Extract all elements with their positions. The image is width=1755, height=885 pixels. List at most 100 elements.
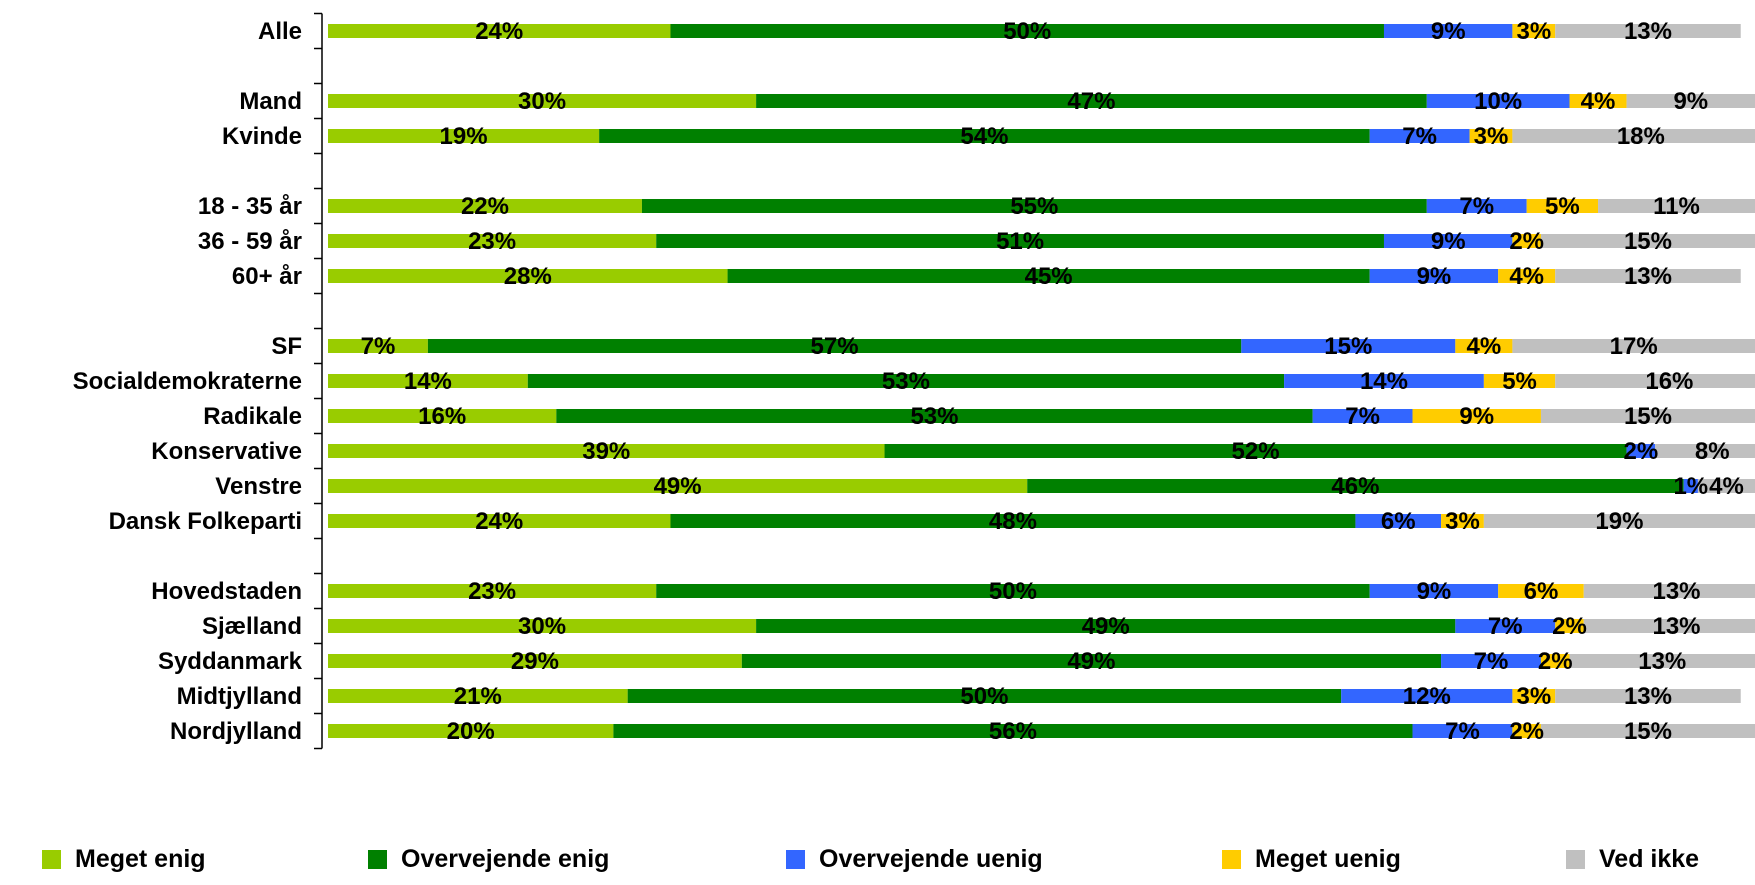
value-label-overvejende-enig-alle: 50% <box>1003 18 1051 45</box>
category-label-mand: Mand <box>239 88 302 115</box>
value-label-ved-ikke-nordjylland: 15% <box>1624 718 1672 745</box>
bar-overvejende-enig-radikale <box>556 409 1313 423</box>
bar-meget-uenig-sf <box>1455 339 1513 353</box>
bar-meget-enig-60-år <box>328 269 728 283</box>
bar-meget-enig-venstre <box>328 479 1028 493</box>
bar-meget-enig-dansk-folkeparti <box>328 514 671 528</box>
legend-item-overvejende-uenig: Overvejende uenig <box>786 845 1043 874</box>
bar-ved-ikke-radikale <box>1540 409 1755 423</box>
bar-overvejende-uenig-18-35-år <box>1426 199 1527 213</box>
bar-ved-ikke-60-år <box>1555 269 1741 283</box>
bar-meget-enig-nordjylland <box>328 724 614 738</box>
value-label-meget-uenig-radikale: 9% <box>1459 403 1494 430</box>
bar-meget-uenig-60-år <box>1498 269 1556 283</box>
value-label-meget-uenig-60-år: 4% <box>1509 263 1544 290</box>
category-axis <box>314 12 323 750</box>
bar-meget-enig-sjælland <box>328 619 757 633</box>
value-label-meget-enig-60-år: 28% <box>504 263 552 290</box>
bar-meget-enig-kvinde <box>328 129 600 143</box>
value-label-overvejende-enig-syddanmark: 49% <box>1067 648 1115 675</box>
bar-ved-ikke-socialdemokraterne <box>1555 374 1755 388</box>
value-label-ved-ikke-dansk-folkeparti: 19% <box>1595 508 1643 535</box>
value-label-ved-ikke-midtjylland: 13% <box>1624 683 1672 710</box>
legend-swatch <box>368 850 387 869</box>
value-label-overvejende-uenig-venstre: 1% <box>1673 473 1708 500</box>
value-label-ved-ikke-socialdemokraterne: 16% <box>1645 368 1693 395</box>
bar-meget-uenig-nordjylland <box>1512 724 1541 738</box>
bar-ved-ikke-alle <box>1555 24 1741 38</box>
value-label-overvejende-enig-radikale: 53% <box>910 403 958 430</box>
value-label-meget-uenig-alle: 3% <box>1516 18 1551 45</box>
category-labels: Alle Mand Kvinde 18 - 35 år 36 - 59 år 60+ år… <box>73 18 303 745</box>
value-label-meget-enig-kvinde: 19% <box>440 123 488 150</box>
value-label-overvejende-enig-nordjylland: 56% <box>989 718 1037 745</box>
bar-meget-uenig-36-59-år <box>1512 234 1541 248</box>
bar-ved-ikke-sjælland <box>1583 619 1755 633</box>
bar-meget-enig-mand <box>328 94 757 108</box>
bar-meget-uenig-18-35-år <box>1526 199 1599 213</box>
category-label-18-35-år: 18 - 35 år <box>198 193 302 220</box>
category-label-syddanmark: Syddanmark <box>158 648 303 675</box>
bar-meget-enig-18-35-år <box>328 199 642 213</box>
value-label-overvejende-enig-hovedstaden: 50% <box>989 578 1037 605</box>
bar-meget-uenig-mand <box>1569 94 1627 108</box>
value-label-ved-ikke-60-år: 13% <box>1624 263 1672 290</box>
legend-label: Ved ikke <box>1599 845 1700 873</box>
bar-overvejende-enig-sf <box>427 339 1242 353</box>
bar-overvejende-uenig-radikale <box>1312 409 1413 423</box>
value-label-meget-enig-sjælland: 30% <box>518 613 566 640</box>
bar-meget-enig-syddanmark <box>328 654 742 668</box>
bar-overvejende-uenig-mand <box>1426 94 1570 108</box>
value-label-meget-enig-mand: 30% <box>518 88 566 115</box>
bar-meget-uenig-syddanmark <box>1540 654 1570 668</box>
bar-overvejende-enig-hovedstaden <box>656 584 1370 598</box>
bar-overvejende-uenig-sf <box>1241 339 1456 353</box>
category-label-radikale: Radikale <box>203 403 302 430</box>
value-label-overvejende-enig-kvinde: 54% <box>960 123 1008 150</box>
value-label-overvejende-uenig-sjælland: 7% <box>1488 613 1523 640</box>
value-label-meget-enig-18-35-år: 22% <box>461 193 509 220</box>
value-label-meget-uenig-sf: 4% <box>1467 333 1502 360</box>
legend-swatch <box>1566 850 1585 869</box>
bar-overvejende-enig-syddanmark <box>741 654 1442 668</box>
value-label-overvejende-enig-dansk-folkeparti: 48% <box>989 508 1037 535</box>
value-label-ved-ikke-radikale: 15% <box>1624 403 1672 430</box>
value-label-meget-enig-hovedstaden: 23% <box>468 578 516 605</box>
legend-label: Meget uenig <box>1255 845 1401 873</box>
bar-overvejende-enig-alle <box>670 24 1384 38</box>
value-label-overvejende-enig-midtjylland: 50% <box>960 683 1008 710</box>
category-label-sjælland: Sjælland <box>202 613 302 640</box>
value-label-meget-enig-sf: 7% <box>361 333 396 360</box>
value-label-meget-uenig-hovedstaden: 6% <box>1524 578 1559 605</box>
value-label-overvejende-uenig-kvinde: 7% <box>1402 123 1437 150</box>
value-label-overvejende-uenig-alle: 9% <box>1431 18 1466 45</box>
bar-meget-enig-midtjylland <box>328 689 628 703</box>
category-label-dansk-folkeparti: Dansk Folkeparti <box>109 508 302 535</box>
legend-swatch <box>786 850 805 869</box>
value-label-ved-ikke-18-35-år: 11% <box>1653 193 1700 220</box>
value-label-overvejende-enig-socialdemokraterne: 53% <box>882 368 930 395</box>
value-label-overvejende-uenig-36-59-år: 9% <box>1431 228 1466 255</box>
bar-overvejende-uenig-socialdemokraterne <box>1284 374 1484 388</box>
value-label-meget-enig-midtjylland: 21% <box>454 683 502 710</box>
bar-overvejende-uenig-nordjylland <box>1412 724 1513 738</box>
value-label-overvejende-enig-18-35-år: 55% <box>1010 193 1058 220</box>
value-label-ved-ikke-konservative: 8% <box>1695 438 1730 465</box>
bar-ved-ikke-venstre <box>1697 479 1755 493</box>
bar-ved-ikke-midtjylland <box>1555 689 1741 703</box>
legend-swatch <box>42 850 61 869</box>
category-label-nordjylland: Nordjylland <box>170 718 302 745</box>
value-label-overvejende-uenig-60-år: 9% <box>1417 263 1452 290</box>
value-label-ved-ikke-hovedstaden: 13% <box>1652 578 1700 605</box>
value-label-overvejende-enig-sf: 57% <box>811 333 859 360</box>
category-label-midtjylland: Midtjylland <box>177 683 302 710</box>
value-label-overvejende-uenig-18-35-år: 7% <box>1459 193 1494 220</box>
bar-meget-enig-alle <box>328 24 671 38</box>
value-label-meget-uenig-socialdemokraterne: 5% <box>1502 368 1537 395</box>
bar-overvejende-uenig-syddanmark <box>1441 654 1541 668</box>
bar-meget-enig-sf <box>328 339 428 353</box>
value-label-ved-ikke-36-59-år: 15% <box>1624 228 1672 255</box>
value-label-meget-uenig-18-35-år: 5% <box>1545 193 1580 220</box>
bar-overvejende-enig-mand <box>756 94 1427 108</box>
value-label-overvejende-enig-60-år: 45% <box>1025 263 1073 290</box>
